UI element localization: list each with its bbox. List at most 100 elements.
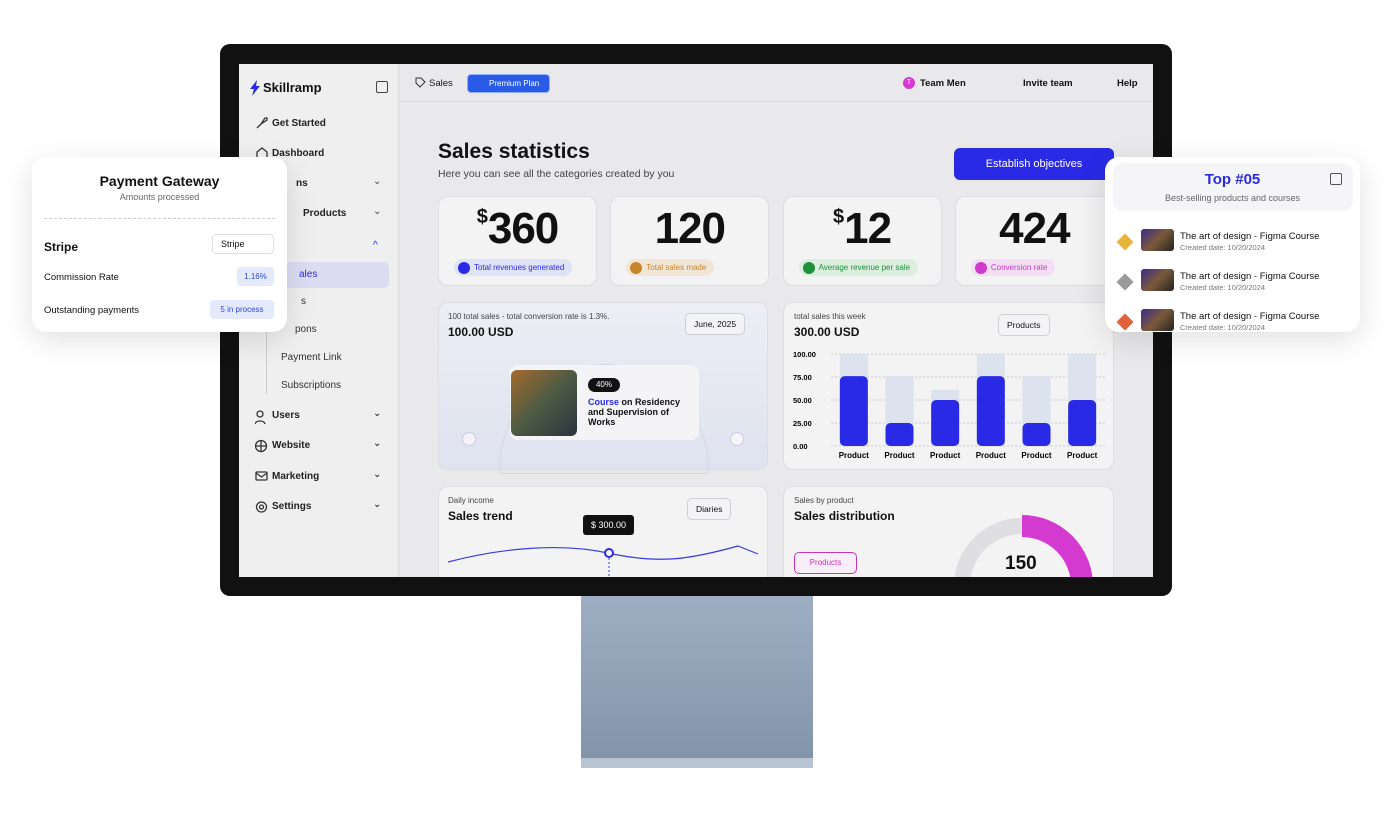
nav-item[interactable]: Get Started — [272, 118, 326, 129]
page-title: Sales statistics — [438, 140, 590, 163]
sub-item[interactable]: ales — [299, 269, 318, 280]
stat-value: 360 — [487, 204, 559, 253]
nav-item[interactable]: Marketing — [272, 471, 320, 482]
chevron: ^ — [373, 240, 378, 251]
nav-item[interactable]: Settings — [272, 501, 312, 512]
stat-value: 12 — [844, 204, 892, 253]
nav-item[interactable]: Website — [272, 440, 311, 451]
chevron: ⌄ — [373, 176, 382, 187]
tag-icon — [415, 77, 426, 88]
panel-caption: Sales by product — [794, 496, 854, 505]
top-card: Top #05 Best-selling products and course… — [1105, 157, 1360, 332]
discount-badge: 40% — [588, 378, 620, 392]
provider-select[interactable]: Stripe — [212, 234, 274, 254]
stat-icon — [802, 262, 815, 274]
rank-icon — [1116, 273, 1134, 291]
logo-icon — [250, 80, 260, 96]
team-avatar: T — [903, 77, 915, 89]
stat-label: Conversion rate — [970, 259, 1056, 276]
stat-value: 424 — [999, 204, 1070, 253]
stat-value-row: 424 — [955, 204, 1114, 254]
nav-item[interactable]: ns — [296, 178, 308, 189]
sub-item[interactable]: pons — [295, 324, 317, 335]
collapse-button[interactable] — [376, 81, 388, 93]
payment-card: Payment Gateway Amounts processed Stripe… — [32, 157, 287, 332]
chevron: ⌄ — [373, 469, 382, 480]
legend-chip[interactable]: Products — [794, 552, 857, 574]
stat-value-row: 120 — [610, 204, 769, 254]
nav-item[interactable]: Products — [303, 208, 347, 219]
x-tick-label: Product — [930, 451, 961, 460]
bar — [1022, 423, 1051, 446]
stat-icon — [630, 262, 643, 274]
x-tick-label: Product — [1021, 451, 1052, 460]
card-title: Top #05 — [1204, 171, 1261, 188]
row-value: 1.16% — [237, 267, 274, 286]
card-subtitle: Best-selling products and courses — [1164, 193, 1301, 203]
panel-note: 100 total sales - total conversion rate … — [448, 312, 610, 321]
x-tick-label: Product — [1067, 451, 1098, 460]
top-header — [1113, 163, 1353, 211]
course-title: Course on Residency and Supervision of W… — [588, 397, 692, 427]
x-tick-label: Product — [976, 451, 1007, 460]
filter-dropdown[interactable]: Diaries — [687, 498, 732, 520]
bar — [1068, 400, 1097, 446]
donut-total: 150 — [1005, 553, 1037, 574]
item-date: Created date: 10/20/2024 — [1180, 243, 1266, 252]
stat-icon — [458, 262, 470, 274]
tooltip: $ 300.00 — [583, 515, 634, 535]
course-highlight: Course — [588, 397, 620, 407]
item-name[interactable]: The art of design - Figma Course — [1180, 231, 1320, 242]
stat-prefix: $ — [476, 206, 488, 228]
panel-amount: 100.00 USD — [448, 325, 514, 339]
invite-button[interactable]: Invite team — [1023, 78, 1073, 89]
item-name[interactable]: The art of design - Figma Course — [1180, 311, 1320, 322]
calendar-button[interactable] — [1330, 173, 1342, 185]
row-label: Commission Rate — [44, 272, 119, 283]
period-dropdown[interactable]: June, 2025 — [685, 313, 746, 335]
y-tick-label: 75.00 — [793, 373, 812, 382]
bar — [839, 376, 868, 446]
monitor-stand — [581, 590, 813, 768]
nav-dot[interactable] — [730, 432, 744, 446]
nav-item[interactable]: Users — [272, 410, 300, 421]
card-title: Payment Gateway — [99, 173, 220, 189]
stat-label: Total revenues generated — [454, 259, 573, 276]
filter-dropdown[interactable]: Products — [998, 314, 1050, 336]
y-tick-label: 0.00 — [793, 442, 808, 451]
thumb — [1141, 309, 1174, 331]
premium-button[interactable] — [467, 74, 550, 93]
nav-item[interactable]: Dashboard — [272, 148, 325, 159]
primary-button[interactable]: Establish objectives — [954, 148, 1114, 180]
stat-prefix: $ — [833, 206, 845, 228]
help-button[interactable]: Help — [1117, 78, 1138, 89]
team-switcher[interactable]: Team Men — [920, 78, 966, 89]
bar — [976, 376, 1005, 446]
stat-value: 120 — [654, 204, 726, 253]
item-name[interactable]: The art of design - Figma Course — [1180, 271, 1320, 282]
topbar — [399, 64, 1153, 102]
y-tick-label: 100.00 — [793, 350, 816, 359]
course-image — [511, 370, 577, 436]
trend-line — [447, 545, 759, 577]
chevron: ⌄ — [373, 438, 382, 449]
row-label: Outstanding payments — [44, 305, 140, 316]
sub-item[interactable]: Subscriptions — [281, 380, 342, 391]
breadcrumb[interactable]: Sales — [429, 78, 453, 89]
sub-item[interactable]: s — [301, 296, 306, 307]
card-subtitle: Amounts processed — [119, 192, 200, 202]
rank-icon — [1116, 233, 1134, 251]
nav-dot[interactable] — [462, 432, 476, 446]
stat-value-row: $12 — [783, 204, 942, 254]
thumb — [1141, 229, 1174, 251]
stat-icon — [974, 262, 987, 274]
bar-chart: 0.00 25.00 50.00 75.00 100.00 Product Product P… — [793, 350, 1105, 460]
row-value: 5 in process — [210, 300, 274, 319]
premium-label: Premium Plan — [489, 79, 540, 88]
donut — [954, 515, 1093, 577]
screen: Skillramp Get Started Dashboard ns Produ… — [239, 64, 1153, 577]
divider — [44, 218, 275, 219]
sub-item[interactable]: Payment Link — [281, 352, 342, 363]
panel-title: Sales trend — [448, 509, 513, 523]
